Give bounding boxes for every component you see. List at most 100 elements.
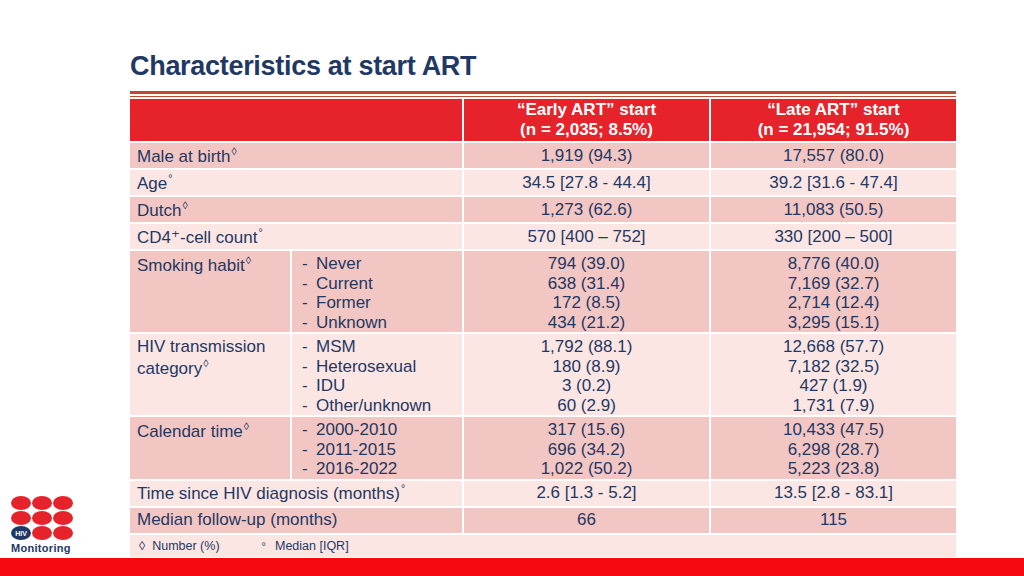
sub-item: -2011-2015: [292, 440, 462, 460]
value-line: 2.6 [1.3 - 5.2]: [464, 483, 709, 503]
row-label-cell: Age°: [130, 170, 462, 195]
table-body: Male at birth◊1,919 (94.3)17,557 (80.0) A…: [130, 143, 956, 533]
logo-dot: [11, 511, 31, 525]
value-line: 17,557 (80.0): [711, 146, 956, 166]
header-late-line2: (n = 21,954; 91.5%): [711, 120, 956, 140]
row-label: Age°: [137, 172, 462, 194]
value-cell-early: 66: [464, 508, 709, 533]
value-cell-early: 317 (15.6)696 (34.2)1,022 (50.2): [464, 417, 709, 479]
dash: -: [292, 293, 316, 313]
value-cell-late: 115: [711, 508, 956, 533]
dash: -: [292, 337, 316, 357]
row-label: Calendar time◊: [130, 417, 290, 479]
superscript-symbol: ◊: [244, 420, 249, 432]
sub-item: -Never: [292, 254, 462, 274]
logo-dot: [53, 526, 73, 540]
sub-item: -2000-2010: [292, 420, 462, 440]
value-line: 1,273 (62.6): [464, 200, 709, 220]
row-label-cell: Calendar time◊-2000-2010-2011-2015-2016-…: [130, 417, 462, 479]
value-line: 330 [200 – 500]: [711, 227, 956, 247]
value-cell-late: 12,668 (57.7)7,182 (32.5)427 (1.9)1,731 …: [711, 334, 956, 415]
table-row: Male at birth◊1,919 (94.3)17,557 (80.0): [130, 143, 956, 168]
table-row: Calendar time◊-2000-2010-2011-2015-2016-…: [130, 417, 956, 479]
value-line: 3,295 (15.1): [711, 313, 956, 333]
dash: -: [292, 440, 316, 460]
sub-item: -Other/unknown: [292, 396, 462, 416]
logo-dot: [11, 496, 31, 510]
value-line: 1,731 (7.9): [711, 396, 956, 416]
value-line: 8,776 (40.0): [711, 254, 956, 274]
value-line: 5,223 (23.8): [711, 459, 956, 479]
table-row: Dutch◊1,273 (62.6)11,083 (50.5): [130, 197, 956, 222]
sub-item: -IDU: [292, 376, 462, 396]
value-line: 696 (34.2): [464, 440, 709, 460]
dash: -: [292, 396, 316, 416]
logo-dot: [53, 511, 73, 525]
dash: -: [292, 357, 316, 377]
dash: -: [292, 313, 316, 333]
superscript-symbol: ◊: [232, 145, 237, 157]
superscript-symbol: ◊: [203, 357, 208, 369]
row-label-text: Male at birth: [137, 146, 231, 165]
sub-item-label: Former: [316, 293, 371, 313]
hiv-monitoring-logo: HIV Monitoring: [11, 496, 77, 554]
sub-item-label: 2000-2010: [316, 420, 397, 440]
logo-dot: [53, 496, 73, 510]
value-line: 180 (8.9): [464, 357, 709, 377]
value-line: 34.5 [27.8 - 44.4]: [464, 173, 709, 193]
value-line: 1,022 (50.2): [464, 459, 709, 479]
row-label: Dutch◊: [137, 199, 462, 221]
footnote-number-symbol: ◊: [139, 539, 145, 553]
footnote-median-symbol: °: [262, 540, 266, 552]
row-label-cell: HIV transmission category◊-MSM-Heterosex…: [130, 334, 462, 415]
logo-dot: [32, 511, 52, 525]
logo-dot-grid: HIV: [11, 496, 77, 540]
row-label-cell: Male at birth◊: [130, 143, 462, 168]
value-cell-late: 330 [200 – 500]: [711, 224, 956, 249]
superscript-symbol: °: [401, 482, 405, 494]
dash: -: [292, 254, 316, 274]
row-label: Smoking habit◊: [130, 251, 290, 332]
value-cell-early: 1,792 (88.1)180 (8.9)3 (0.2)60 (2.9): [464, 334, 709, 415]
sub-item-label: Other/unknown: [316, 396, 431, 416]
value-line: 13.5 [2.8 - 83.1]: [711, 483, 956, 503]
slide-title: Characteristics at start ART: [130, 51, 476, 82]
value-line: 434 (21.2): [464, 313, 709, 333]
row-label-text: Time since HIV diagnosis (months): [137, 484, 400, 503]
value-line: 12,668 (57.7): [711, 337, 956, 357]
row-label: Male at birth◊: [137, 145, 462, 167]
dash: -: [292, 420, 316, 440]
value-line: 1,792 (88.1): [464, 337, 709, 357]
row-label-cell: CD4⁺-cell count°: [130, 224, 462, 249]
sub-item: -MSM: [292, 337, 462, 357]
sub-item: -Current: [292, 274, 462, 294]
value-line: 7,182 (32.5): [711, 357, 956, 377]
row-label: CD4⁺-cell count°: [137, 226, 462, 248]
sub-category-list: -2000-2010-2011-2015-2016-2022: [292, 417, 462, 479]
row-label-text: HIV transmission category: [137, 337, 265, 378]
sub-item-label: 2016-2022: [316, 459, 397, 479]
sub-item: -2016-2022: [292, 459, 462, 479]
table-row: HIV transmission category◊-MSM-Heterosex…: [130, 334, 956, 415]
row-label-text: Smoking habit: [137, 256, 245, 275]
value-line: 570 [400 – 752]: [464, 227, 709, 247]
table-row: CD4⁺-cell count°570 [400 – 752]330 [200 …: [130, 224, 956, 249]
value-cell-early: 34.5 [27.8 - 44.4]: [464, 170, 709, 195]
row-label-cell: Time since HIV diagnosis (months)°: [130, 481, 462, 506]
value-cell-early: 1,273 (62.6): [464, 197, 709, 222]
sub-item-label: MSM: [316, 337, 356, 357]
logo-hiv-dot: HIV: [11, 526, 31, 540]
footnote-number-label: Number (%): [152, 539, 219, 553]
value-cell-early: 794 (39.0)638 (31.4)172 (8.5)434 (21.2): [464, 251, 709, 332]
logo-monitoring-text: Monitoring: [11, 542, 77, 554]
row-label-text: Dutch: [137, 200, 181, 219]
value-line: 39.2 [31.6 - 47.4]: [711, 173, 956, 193]
value-line: 638 (31.4): [464, 274, 709, 294]
value-line: 317 (15.6): [464, 420, 709, 440]
sub-category-list: -Never-Current-Former-Unknown: [292, 251, 462, 332]
row-label: HIV transmission category◊: [130, 334, 290, 415]
bottom-red-bar: [0, 558, 1024, 576]
value-line: 172 (8.5): [464, 293, 709, 313]
header-late-line1: “Late ART” start: [711, 100, 956, 120]
title-underline: [130, 91, 956, 97]
